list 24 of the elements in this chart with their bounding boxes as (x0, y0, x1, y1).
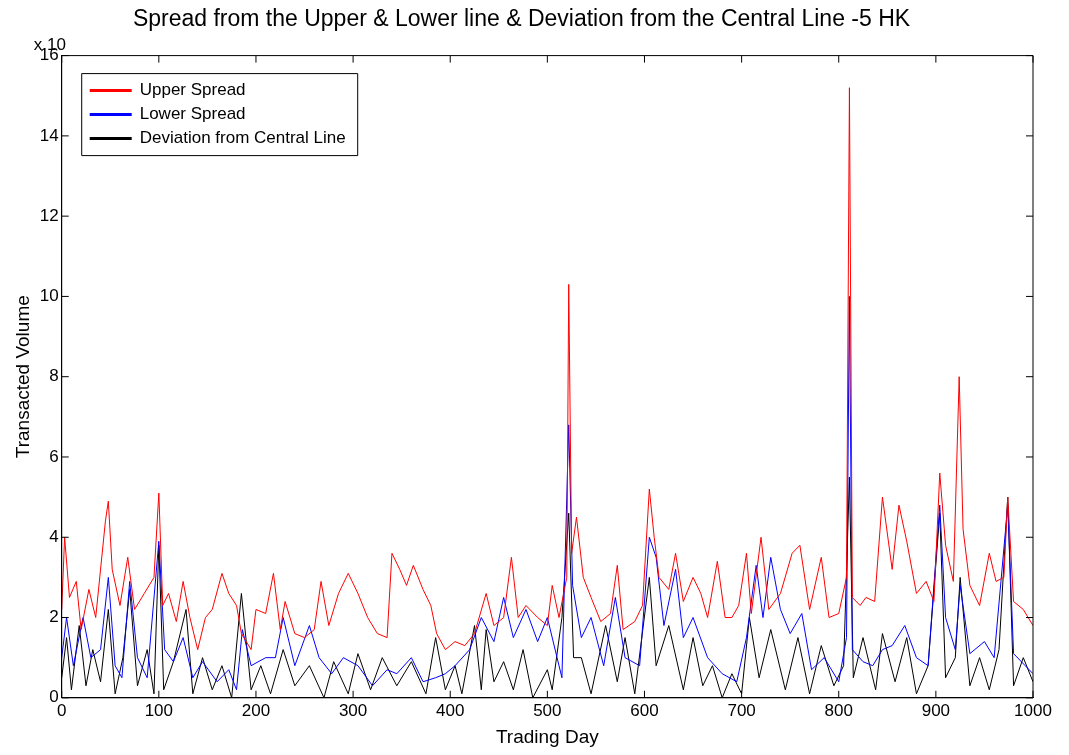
x-tick-label: 200 (241, 700, 271, 720)
legend-label: Lower Spread (139, 104, 246, 124)
y-tick-label: 10 (39, 286, 59, 306)
y-tick-label: 2 (49, 607, 59, 627)
y-tick-label: 6 (49, 446, 59, 466)
y-tick-label: 0 (49, 687, 59, 707)
x-tick-label: 500 (533, 700, 562, 720)
x-tick-label: 900 (921, 700, 951, 720)
x-tick-label: 1000 (1014, 700, 1052, 720)
y-tick-label: 8 (49, 366, 59, 386)
x-tick-label: 300 (338, 700, 368, 720)
x-tick-label: 700 (727, 700, 756, 720)
x-tick-label: 600 (630, 700, 659, 720)
legend-label: Deviation from Central Line (139, 128, 346, 148)
y-tick-label: 4 (49, 526, 59, 546)
y-tick-label: 12 (39, 205, 59, 225)
x-tick-label: 100 (144, 700, 174, 720)
y-axis-title: Transacted Volume (11, 295, 33, 459)
x-tick-label: 400 (436, 700, 465, 720)
legend-label: Upper Spread (139, 80, 246, 100)
x-tick-label: 800 (824, 700, 853, 720)
y-tick-label: 14 (39, 125, 59, 145)
x-axis-title: Trading Day (495, 725, 600, 747)
chart-title: Spread from the Upper & Lower line & Deviation from the Central Line -5 HK (132, 5, 911, 32)
